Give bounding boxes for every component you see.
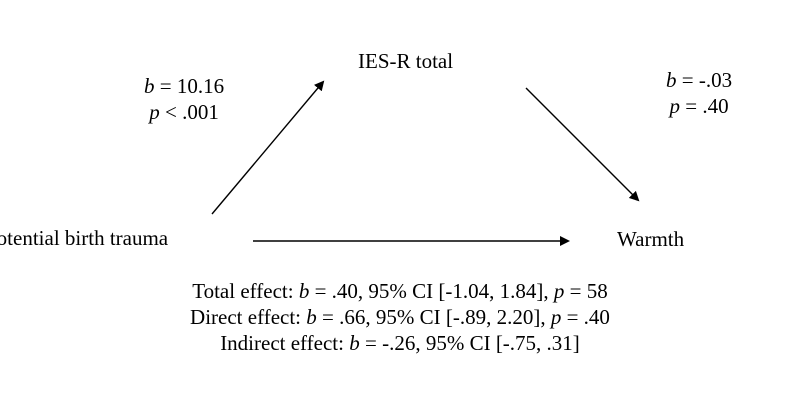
path-a-b-symbol: b	[144, 74, 155, 98]
indirect-effect-line: Indirect effect: b = -.26, 95% CI [-.75,…	[220, 331, 580, 355]
mediator-node-label: IES-R total	[358, 49, 454, 73]
effects-summary: Total effect: b = .40, 95% CI [-1.04, 1.…	[0, 278, 800, 356]
arrow-mediator-to-outcome	[525, 87, 640, 202]
path-a-p-symbol: p	[149, 100, 160, 124]
predictor-node-label: Potential birth trauma	[0, 226, 169, 250]
direct-effect-line: Direct effect: b = .66, 95% CI [-.89, 2.…	[190, 305, 610, 329]
path-b-p-symbol: p	[669, 94, 681, 118]
total-effect-line: Total effect: b = .40, 95% CI [-1.04, 1.…	[192, 279, 608, 303]
path-a-coefficients: b = 10.16 p < .001	[144, 76, 224, 128]
arrow-predictor-to-mediator	[211, 80, 325, 215]
path-a-p-value: < .001	[159, 100, 219, 124]
path-b-p-value: = .40	[680, 94, 729, 118]
path-b-coefficients: b = -.03 p = .40	[666, 70, 732, 122]
outcome-node-label: Warmth	[617, 227, 685, 251]
path-a-b-value: = 10.16	[154, 74, 225, 98]
path-b-b-symbol: b	[666, 68, 677, 92]
path-b-b-value: = -.03	[676, 68, 733, 92]
